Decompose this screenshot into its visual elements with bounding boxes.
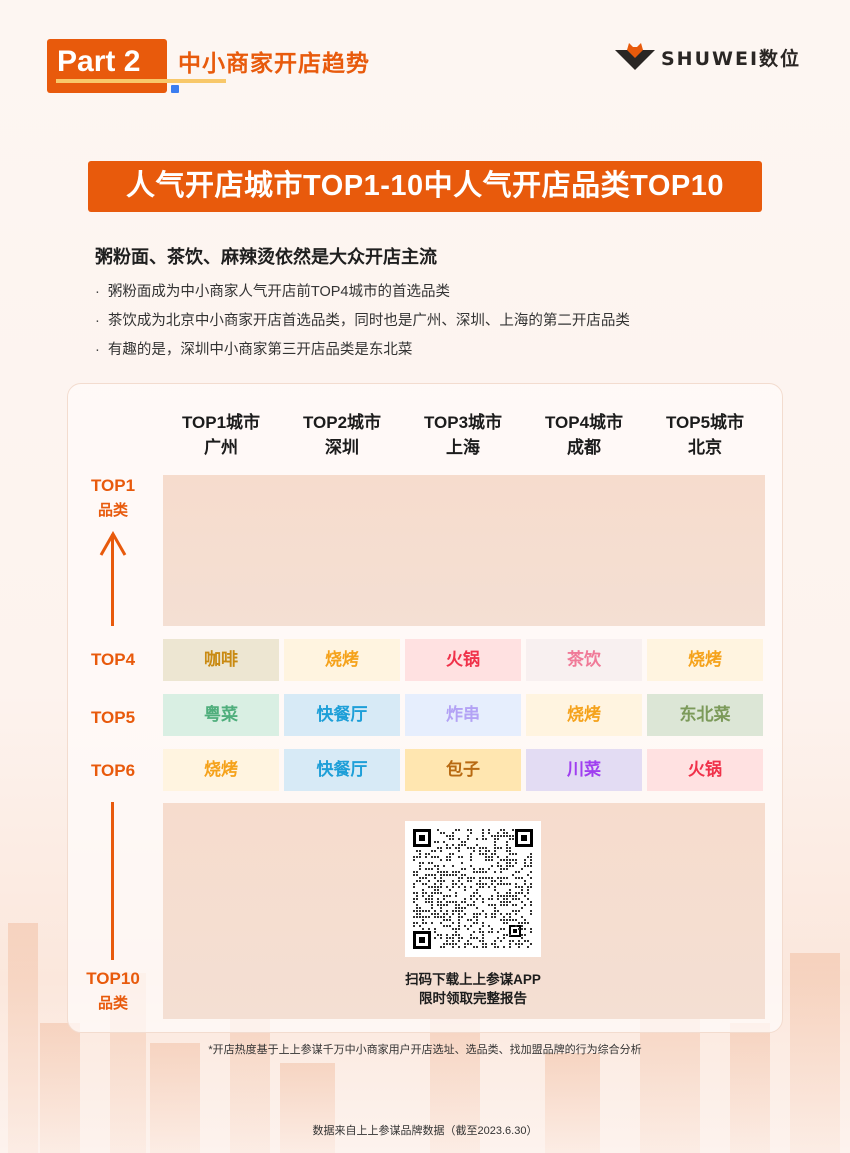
qr-code[interactable] (405, 821, 541, 957)
column-rank: TOP4城市 (544, 413, 624, 432)
fox-logo-icon (615, 43, 655, 70)
column-header-top2: TOP2城市 深圳 (284, 410, 400, 460)
column-rank: TOP3城市 (423, 413, 503, 432)
column-header-top4: TOP4城市 成都 (526, 410, 642, 460)
column-city: 广州 (204, 438, 238, 457)
category-cell: 川菜 (526, 749, 642, 791)
footnote: *开店热度基于上上参谋千万中小商家用户开店选址、选品类、找加盟品牌的行为综合分析 (208, 1044, 642, 1056)
row-label-top4: TOP4 (90, 650, 136, 669)
summary-bullet: 茶饮成为北京中小商家开店首选品类，同时也是广州、深圳、上海的第二开店品类 (95, 310, 630, 339)
category-cell: 火锅 (647, 749, 763, 791)
page-title: 人气开店城市TOP1-10中人气开店品类TOP10 (126, 170, 724, 202)
summary-headline: 粥粉面、茶饮、麻辣烫依然是大众开店主流 (95, 247, 437, 267)
axis-bottom-rank: TOP10 (86, 969, 140, 988)
row-label-top5: TOP5 (90, 708, 136, 727)
category-cell: 快餐厅 (284, 694, 400, 736)
qr-code-icon (413, 829, 533, 949)
column-city: 上海 (446, 438, 480, 457)
axis-arrow-line-top (111, 534, 114, 626)
category-cell: 烧烤 (526, 694, 642, 736)
column-header-top5: TOP5城市 北京 (647, 410, 763, 460)
qr-caption: 扫码下载上上参谋APP 限时领取完整报告 (373, 970, 573, 1008)
category-cell: 烧烤 (163, 749, 279, 791)
category-cell: 烧烤 (284, 639, 400, 681)
brand-logo: SHUWEI数位 (615, 42, 801, 72)
category-cell: 火锅 (405, 639, 521, 681)
column-rank: TOP1城市 (181, 413, 261, 432)
category-cell: 东北菜 (647, 694, 763, 736)
part-label: Part 2 (57, 45, 141, 78)
blurred-top1-3-block (163, 475, 765, 626)
category-cell: 炸串 (405, 694, 521, 736)
category-cell: 烧烤 (647, 639, 763, 681)
part-badge: Part 2 (47, 39, 167, 93)
page-title-banner: 人气开店城市TOP1-10中人气开店品类TOP10 (88, 161, 762, 212)
summary-bullets: 粥粉面成为中小商家人气开店前TOP4城市的首选品类 茶饮成为北京中小商家开店首选… (95, 281, 630, 368)
axis-bottom-category: 品类 (97, 995, 128, 1012)
axis-top-rank: TOP1 (90, 476, 136, 495)
column-city: 成都 (567, 438, 601, 457)
summary-bullet: 粥粉面成为中小商家人气开店前TOP4城市的首选品类 (95, 281, 630, 310)
column-rank: TOP5城市 (665, 413, 745, 432)
category-cell: 茶饮 (526, 639, 642, 681)
axis-top-category: 品类 (97, 502, 128, 519)
logo-text: SHUWEI数位 (661, 47, 802, 70)
column-rank: TOP2城市 (302, 413, 382, 432)
category-cell: 咖啡 (163, 639, 279, 681)
axis-arrow-line-bottom (111, 802, 114, 960)
column-header-top1: TOP1城市 广州 (163, 410, 279, 460)
category-cell: 包子 (405, 749, 521, 791)
qr-caption-line2: 限时领取完整报告 (419, 991, 527, 1006)
summary-bullet: 有趣的是，深圳中小商家第三开店品类是东北菜 (95, 339, 630, 368)
part-underline-decoration (56, 79, 226, 83)
axis-top-label: TOP1 品类 (80, 473, 146, 523)
row-label-top6: TOP6 (90, 761, 136, 780)
category-cell: 快餐厅 (284, 749, 400, 791)
axis-bottom-label: TOP10 品类 (80, 966, 146, 1016)
qr-caption-line1: 扫码下载上上参谋APP (405, 972, 541, 987)
section-title: 中小商家开店趋势 (178, 50, 370, 76)
column-city: 深圳 (325, 438, 359, 457)
column-header-top3: TOP3城市 上海 (405, 410, 521, 460)
column-city: 北京 (688, 438, 722, 457)
part-dot-decoration (171, 85, 179, 93)
category-cell: 粤菜 (163, 694, 279, 736)
data-source: 数据来自上上参谋品牌数据（截至2023.6.30） (312, 1125, 538, 1137)
